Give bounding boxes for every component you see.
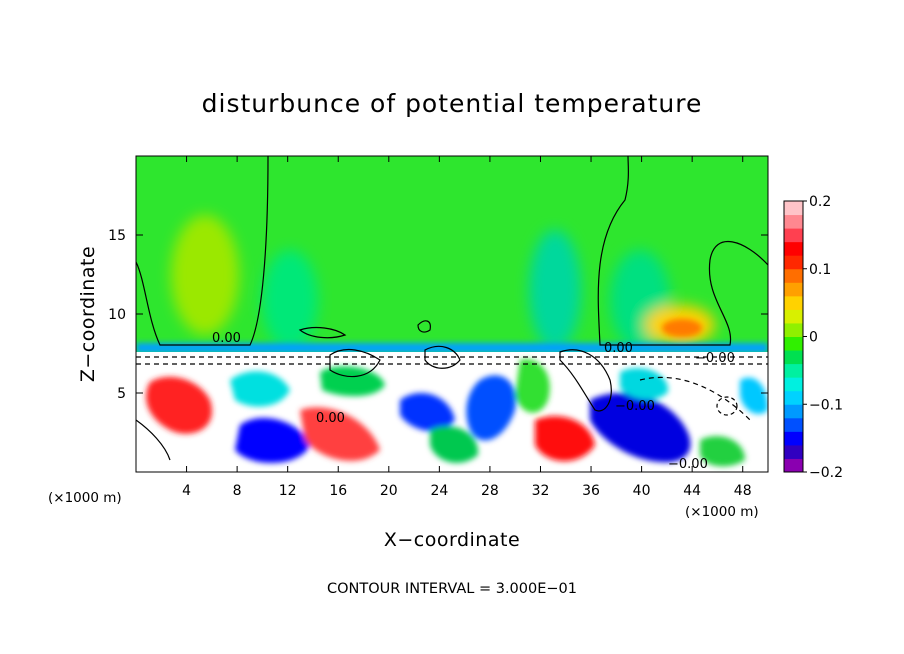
contour-lines [136,156,768,461]
y-tick-label-15: 15 [108,228,126,244]
x-unit-left: (×1000 m) [48,490,122,506]
field-blob-blue-4 [590,392,691,463]
colorbar-swatch [784,417,803,432]
contour-label-2: 0.00 [604,341,633,356]
x-tick-label-24: 24 [430,483,448,499]
field-blob-red-3 [535,416,595,462]
contour-solid-3 [329,348,381,378]
colorbar-swatch [784,390,803,405]
x-tick-label-12: 12 [279,483,297,499]
colorbar-swatch [784,444,803,459]
colorbar-swatch [784,363,803,378]
colorbar-swatch [784,214,803,229]
field-blob-blue-1 [235,417,310,463]
colorbar-swatch [784,336,803,351]
x-tick-label-48: 48 [734,483,752,499]
contour-solid-1 [298,326,347,339]
colorbar-swatch [784,255,803,270]
colorbar-swatch [784,404,803,419]
colorbar-swatch [784,241,803,256]
colorbar-label: −0.1 [809,397,843,413]
x-tick-label-36: 36 [582,483,600,499]
field-hot-right [662,319,702,337]
x-unit-right: (×1000 m) [685,504,759,520]
colorbar-swatch [784,201,803,216]
field-blob-green-4 [700,436,745,467]
field-blob-green-2 [430,426,479,463]
y-tick-label-10: 10 [108,307,126,323]
y-axis: 5 10 15 [108,228,768,402]
colorbar-label: 0 [809,330,818,346]
field-cool-left [262,250,318,350]
contour-labels: 0.00 0.00 −0.00 0.00 −0.00 −0.00 [212,331,735,472]
x-tick-label-20: 20 [380,483,398,499]
contour-label-6: −0.00 [615,399,655,414]
field-blob-blue-2 [400,392,455,432]
colorbar-swatch [784,322,803,337]
colorbar-label: 0.2 [809,194,831,210]
field-blob-cyan-4 [620,368,669,400]
field-interface-band [136,343,768,353]
contour-interval-note: CONTOUR INTERVAL = 3.000E−01 [327,581,577,597]
colorbar: 0.2 0.1 0 −0.1 −0.2 [783,194,843,481]
x-tick-label-28: 28 [481,483,499,499]
field-blob-green-3 [515,359,550,413]
contour-label-1: 0.00 [212,331,241,346]
contour-zero-right [597,156,768,346]
contour-solid-4 [424,345,461,369]
contour-solid-5 [559,349,612,412]
field-blob-red-1 [146,376,212,434]
colorbar-swatch [784,377,803,392]
field-cool-mid [529,230,581,350]
x-tick-label-44: 44 [683,483,701,499]
field-blob-cyan-5 [740,377,768,415]
x-axis-label: X−coordinate [384,529,520,551]
x-tick-label-32: 32 [532,483,550,499]
x-tick-label-40: 40 [633,483,651,499]
colorbar-label: −0.2 [809,465,843,481]
y-axis-label: Z−coordinate [77,246,99,382]
heatmap-field: 0.00 0.00 −0.00 0.00 −0.00 −0.00 [136,156,768,472]
field-blob-cyan-1 [230,371,290,407]
colorbar-swatch [784,350,803,365]
x-axis: 4 8 12 16 20 24 28 32 36 40 44 48 [182,156,752,499]
colorbar-swatch [784,458,803,473]
colorbar-label: 0.1 [809,262,831,278]
contour-label-4: 0.00 [316,411,345,426]
x-tick-label-16: 16 [329,483,347,499]
x-tick-label-4: 4 [182,483,191,499]
contour-zero-left [136,156,269,346]
colorbar-swatch [784,295,803,310]
colorbar-swatch [784,309,803,324]
contour-solid-6 [136,419,171,461]
contour-dashed-3 [639,376,751,421]
chart-title: disturbunce of potential temperature [202,89,703,118]
colorbar-swatch [784,268,803,283]
field-blob-blue-3 [466,375,516,441]
contour-label-3: −0.00 [695,351,735,366]
contour-solid-2 [417,320,431,333]
colorbar-swatch [784,282,803,297]
field-blob-red-2 [300,407,380,461]
field-warm-left [171,215,239,335]
contour-dashed-4 [716,396,738,416]
y-tick-label-5: 5 [117,386,126,402]
contour-label-5: −0.00 [668,457,708,472]
colorbar-swatch [784,228,803,243]
x-tick-label-8: 8 [233,483,242,499]
colorbar-swatch [784,431,803,446]
